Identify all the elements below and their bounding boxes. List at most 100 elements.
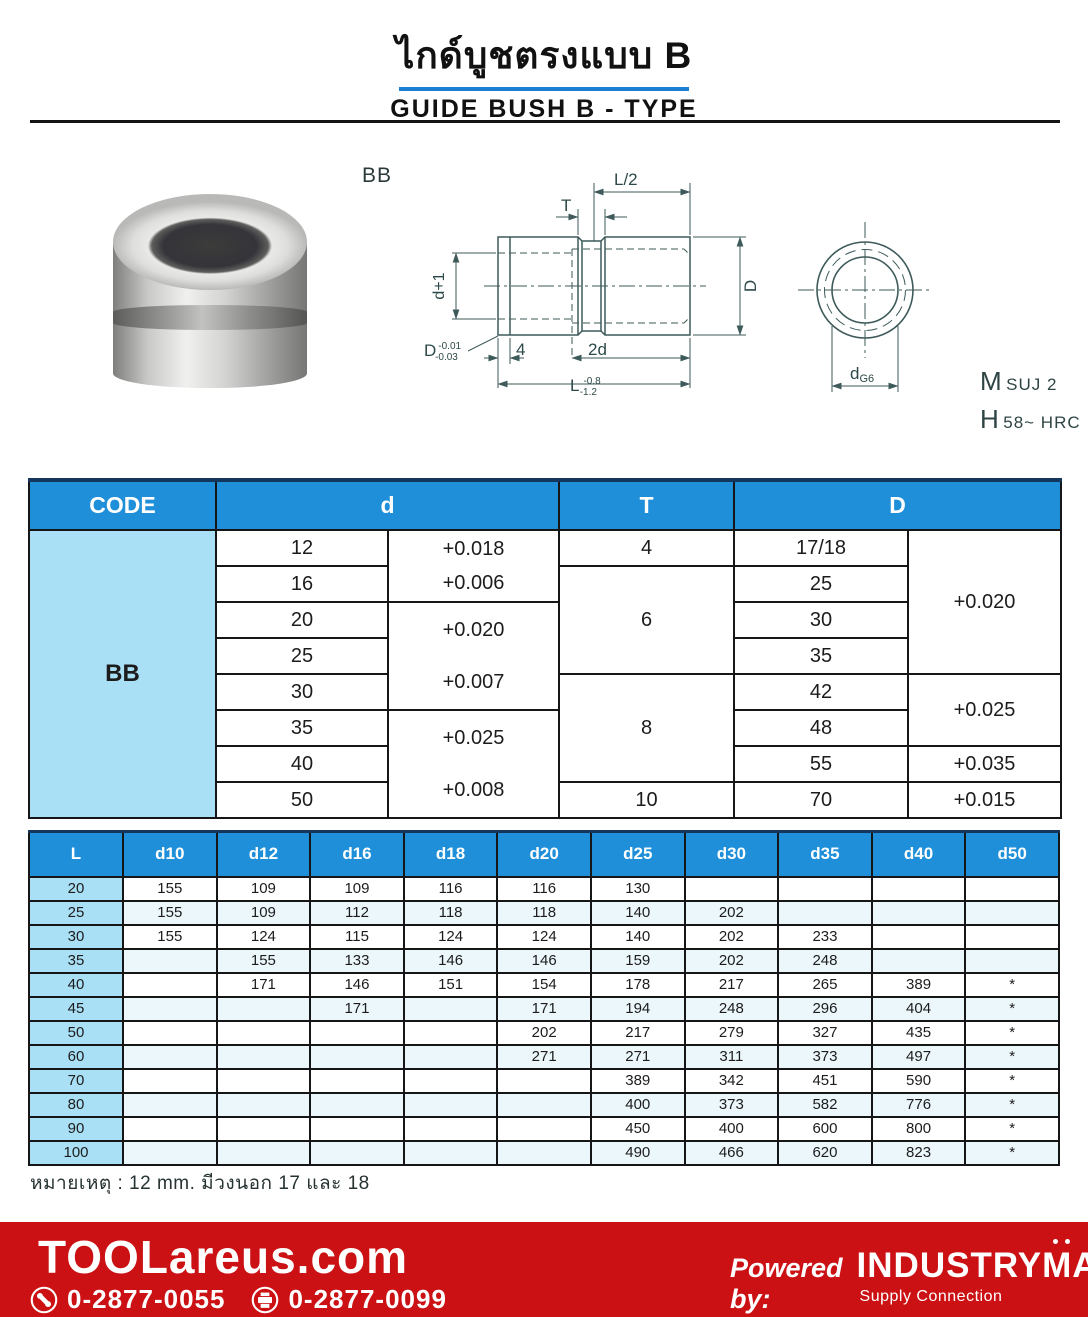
footnote: หมายเหตุ : 12 mm. มีวงนอก 17 และ 18 xyxy=(30,1173,370,1194)
size-cell xyxy=(964,947,1060,974)
size-cell: * xyxy=(964,995,1060,1022)
spec-big-d-tolerance: +0.025 xyxy=(907,673,1062,747)
spec-d-tolerance: +0.018 +0.006 xyxy=(387,529,560,603)
size-cell: 171 xyxy=(496,995,592,1022)
spec-big-d-value: 70 xyxy=(733,781,909,819)
size-row-label: 35 xyxy=(28,947,124,974)
spec-big-d-value: 25 xyxy=(733,565,909,603)
spec-t-value: 10 xyxy=(558,781,735,819)
spec-big-d-tolerance: +0.015 xyxy=(907,781,1062,819)
size-cell xyxy=(777,899,873,926)
tolerance-value: +0.008 xyxy=(442,778,505,801)
spec-big-d-value: 48 xyxy=(733,709,909,747)
size-cell xyxy=(215,1043,312,1070)
dim-label-outer-tol: D -0.01 -0.03 xyxy=(424,341,462,363)
figure-code-label: BB xyxy=(362,164,393,187)
size-row-label: 60 xyxy=(28,1043,124,1070)
spec-d-tolerance: +0.025 +0.008 xyxy=(387,709,560,819)
spec-table: CODE d T D BB 12 +0.018 +0.006 4 17/18 +… xyxy=(28,478,1062,819)
size-cell: 342 xyxy=(683,1067,780,1094)
size-cell: 118 xyxy=(402,899,499,926)
spec-t-value: 4 xyxy=(558,529,735,567)
size-cell: 171 xyxy=(309,995,405,1022)
size-row: 25 155 109 112 118 118 140 202 xyxy=(28,899,1060,926)
spec-d-value: 16 xyxy=(215,565,389,603)
spec-row: 50 10 70 +0.015 xyxy=(29,781,1062,819)
size-cell: 133 xyxy=(309,947,405,974)
size-cell xyxy=(496,1115,592,1142)
spec-row: 30 8 42 +0.025 xyxy=(29,673,1062,783)
size-cell xyxy=(122,1019,218,1046)
material-prefix: M xyxy=(980,366,1002,396)
spec-big-d-value: 35 xyxy=(733,637,909,675)
size-cell: 115 xyxy=(309,923,405,950)
size-row: 35 155 133 146 146 159 202 248 xyxy=(28,947,1060,974)
size-cell: 233 xyxy=(777,923,873,950)
size-cell xyxy=(402,995,499,1022)
size-cell: 327 xyxy=(777,1019,873,1046)
partner-logo-wrap: INDUSTRYMATE Supply Connection xyxy=(857,1239,1088,1306)
size-cell xyxy=(683,875,780,902)
size-header-d40: d40 xyxy=(870,830,967,878)
size-cell: * xyxy=(964,1019,1060,1046)
spec-d-value: 30 xyxy=(215,673,389,711)
spec-header-d: d xyxy=(215,478,560,531)
spec-big-d-value: 30 xyxy=(733,601,909,639)
size-cell: 124 xyxy=(215,923,312,950)
size-cell: 159 xyxy=(589,947,686,974)
size-cell: 373 xyxy=(777,1043,873,1070)
size-cell: 112 xyxy=(309,899,405,926)
spec-header-big-d: D xyxy=(733,478,1062,531)
size-cell: 155 xyxy=(122,875,218,902)
dim-label-dg6: dG6 xyxy=(850,364,874,385)
hardness-prefix: H xyxy=(980,404,999,434)
size-cell: 823 xyxy=(870,1139,967,1166)
size-cell: 124 xyxy=(496,923,592,950)
tolerance-value: +0.025 xyxy=(442,726,505,749)
size-cell: 116 xyxy=(496,875,592,902)
spec-row: BB 12 +0.018 +0.006 4 17/18 +0.020 xyxy=(28,529,1062,819)
spec-d-value: 20 xyxy=(215,601,389,639)
size-cell: 154 xyxy=(496,971,592,998)
fax-number: 0-2877-0099 xyxy=(288,1284,447,1314)
size-row-label: 40 xyxy=(28,971,124,998)
size-cell xyxy=(309,1115,405,1142)
size-cell: 279 xyxy=(683,1019,780,1046)
size-cell xyxy=(870,947,967,974)
size-cell: 146 xyxy=(309,971,405,998)
size-cell: 217 xyxy=(683,971,780,998)
size-cell xyxy=(309,1091,405,1118)
dim-label-bore2: 2d xyxy=(588,340,607,359)
size-cell: 590 xyxy=(870,1067,967,1094)
size-cell xyxy=(402,1019,499,1046)
tolerance-value: +0.007 xyxy=(442,670,505,693)
spec-t-value: 6 xyxy=(558,565,735,675)
spec-code-cell: BB xyxy=(28,529,217,819)
size-cell: 450 xyxy=(589,1115,686,1142)
size-cell: 124 xyxy=(402,923,499,950)
size-row: 50 202 217 279 327 435 * xyxy=(28,1019,1060,1046)
spec-d-value: 50 xyxy=(215,781,389,819)
size-cell xyxy=(402,1115,499,1142)
size-cell: 389 xyxy=(589,1067,686,1094)
size-header-l: L xyxy=(28,830,124,878)
size-cell: 140 xyxy=(589,923,686,950)
spec-big-d-tolerance: +0.020 xyxy=(907,529,1062,675)
size-cell xyxy=(215,1067,312,1094)
size-cell: 248 xyxy=(683,995,780,1022)
material-value: SUJ 2 xyxy=(1006,375,1058,394)
partner-subtitle: Supply Connection xyxy=(859,1288,1003,1305)
hidden-lines xyxy=(498,248,691,355)
size-cell: 155 xyxy=(122,899,218,926)
size-row: 100 490 466 620 823 * xyxy=(28,1139,1060,1166)
size-cell xyxy=(402,1043,499,1070)
front-view-drawing: dG6 xyxy=(798,222,932,392)
powered-by-label: Powered by: xyxy=(730,1253,843,1314)
size-cell: 130 xyxy=(589,875,686,902)
spec-big-d-value: 42 xyxy=(733,673,909,711)
size-cell: 404 xyxy=(870,995,967,1022)
size-cell xyxy=(402,1139,499,1166)
